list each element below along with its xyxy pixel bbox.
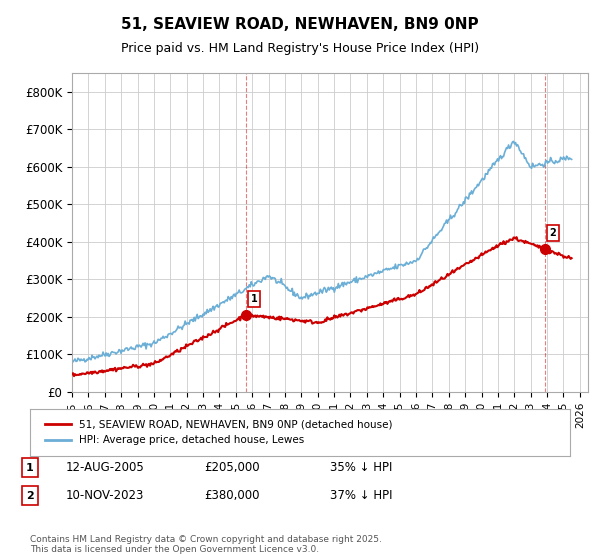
Text: £380,000: £380,000 [204,489,260,502]
Text: 12-AUG-2005: 12-AUG-2005 [66,461,145,474]
Text: 1: 1 [26,463,34,473]
Text: 1: 1 [251,294,257,304]
Text: 10-NOV-2023: 10-NOV-2023 [66,489,145,502]
Text: £205,000: £205,000 [204,461,260,474]
Legend: 51, SEAVIEW ROAD, NEWHAVEN, BN9 0NP (detached house), HPI: Average price, detach: 51, SEAVIEW ROAD, NEWHAVEN, BN9 0NP (det… [41,416,397,449]
Text: 2: 2 [550,228,556,238]
Text: 35% ↓ HPI: 35% ↓ HPI [330,461,392,474]
Text: 2: 2 [26,491,34,501]
Text: 37% ↓ HPI: 37% ↓ HPI [330,489,392,502]
Text: Price paid vs. HM Land Registry's House Price Index (HPI): Price paid vs. HM Land Registry's House … [121,42,479,55]
Text: Contains HM Land Registry data © Crown copyright and database right 2025.
This d: Contains HM Land Registry data © Crown c… [30,535,382,554]
Text: 51, SEAVIEW ROAD, NEWHAVEN, BN9 0NP: 51, SEAVIEW ROAD, NEWHAVEN, BN9 0NP [121,17,479,32]
